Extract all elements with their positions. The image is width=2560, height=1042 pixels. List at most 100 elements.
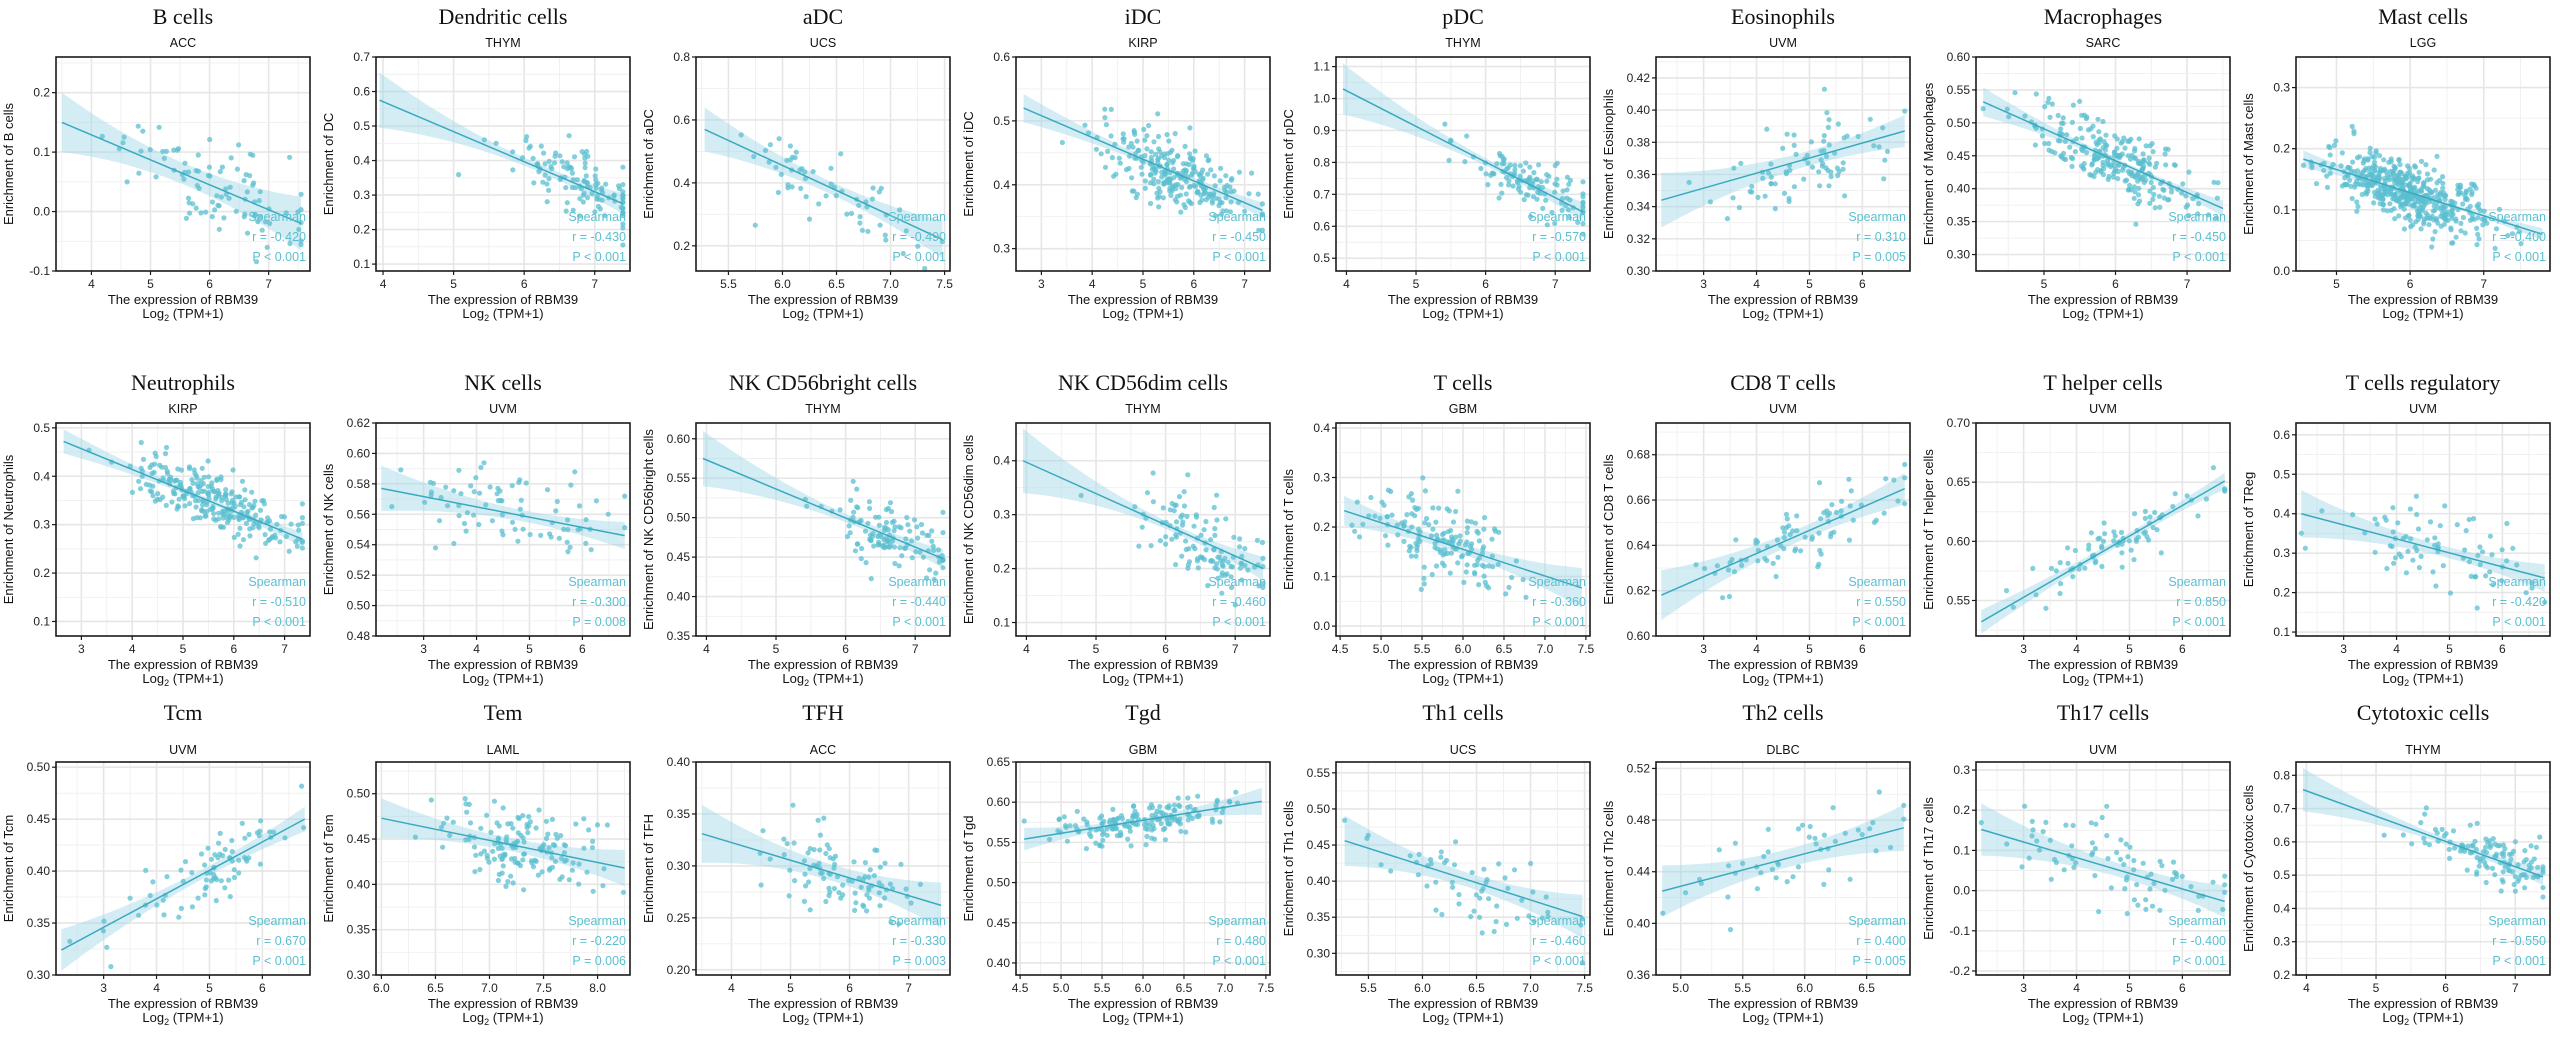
plot-frame [1335,56,1591,272]
data-point [2065,545,2071,551]
data-point [620,210,626,216]
data-point [246,501,253,508]
y-tick-label: 0.40 [27,864,51,878]
data-point [147,464,153,470]
data-point [2100,145,2106,151]
data-point [865,520,871,526]
data-point [2400,832,2406,838]
data-point [1887,844,1894,851]
data-point [299,783,305,789]
stat-p-value: P < 0.001 [1212,250,1266,264]
stat-method: Spearman [1848,575,1906,589]
data-point [495,837,501,843]
data-point [2058,120,2065,126]
y-tick-label: 0.50 [667,511,691,525]
data-point [2441,221,2447,227]
data-point [1505,165,1511,171]
data-point [203,884,209,890]
data-point [257,214,263,220]
data-point [2032,142,2038,148]
data-point [2345,173,2351,179]
data-point [1768,174,1774,180]
data-point [186,464,192,470]
data-point [1139,171,1145,177]
data-point [2453,218,2459,224]
data-point [2063,822,2069,828]
data-point [865,228,871,234]
y-tick-label: 0.60 [1947,534,1971,548]
data-point [1434,546,1441,552]
data-point [1530,194,1537,200]
data-point [2172,491,2178,497]
data-point [517,477,523,483]
x-tick-label: 6 [2442,981,2449,995]
data-point [1413,553,1419,559]
data-point [1871,519,1878,526]
data-point [533,858,539,865]
data-point [564,160,570,166]
data-point [2158,550,2164,556]
data-point [1804,152,1810,158]
data-point [2456,190,2462,196]
y-axis-label: Enrichment of T cells [1281,469,1296,590]
data-point [2141,530,2147,536]
data-point [871,873,878,879]
data-point [202,892,208,898]
data-point [2413,219,2419,225]
data-point [1171,802,1177,808]
data-point [592,209,598,215]
data-point [1468,519,1474,525]
data-point [187,501,193,507]
data-point [2203,496,2209,502]
y-tick-label: 0.5 [2273,868,2290,882]
data-point [1171,508,1177,514]
regression-line [1662,827,1904,892]
y-tick-label: 0.3 [993,508,1010,522]
data-point [2104,833,2110,839]
data-point [1806,834,1812,840]
plot-frame [55,761,311,976]
data-point [2482,217,2488,224]
panel-title: Dendritic cells [439,4,568,29]
data-point [232,503,238,510]
data-point [1834,165,1840,171]
data-point [1725,894,1731,900]
x-axis-label: The expression of RBM39 [1708,996,1858,1011]
data-point [1784,879,1790,885]
data-point [581,178,587,184]
data-point [1482,515,1488,521]
y-axis-label: Enrichment of Tem [321,814,336,922]
data-point [569,170,576,176]
data-point [1385,542,1391,548]
data-point [2132,189,2138,195]
data-point [2424,177,2430,183]
data-point [1179,512,1185,518]
data-point [867,505,873,511]
plot-frame [2295,422,2551,637]
data-point [2112,533,2118,539]
data-point [2424,537,2430,543]
data-point [2064,132,2070,138]
data-point [509,483,515,489]
x-tick-label: 5.0 [1373,642,1390,656]
data-point [496,871,502,878]
data-point [2184,493,2190,499]
data-point [189,904,195,910]
y-tick-label: 0.2 [2273,968,2290,982]
panel-title: Cytotoxic cells [2357,700,2490,725]
data-point [1499,190,1505,196]
data-point [767,142,774,148]
data-point [2429,213,2435,219]
y-tick-label: 0.65 [1947,475,1971,489]
data-point [1442,547,1448,553]
y-tick-label: 0.4 [993,178,1010,192]
y-tick-label: 1.1 [1313,60,1330,74]
data-point [2030,827,2036,833]
data-point [2125,854,2131,860]
data-point [509,519,516,525]
x-tick-label: 4 [1343,277,1350,291]
data-point [2043,605,2049,611]
data-point [584,148,590,155]
data-point [539,869,545,875]
